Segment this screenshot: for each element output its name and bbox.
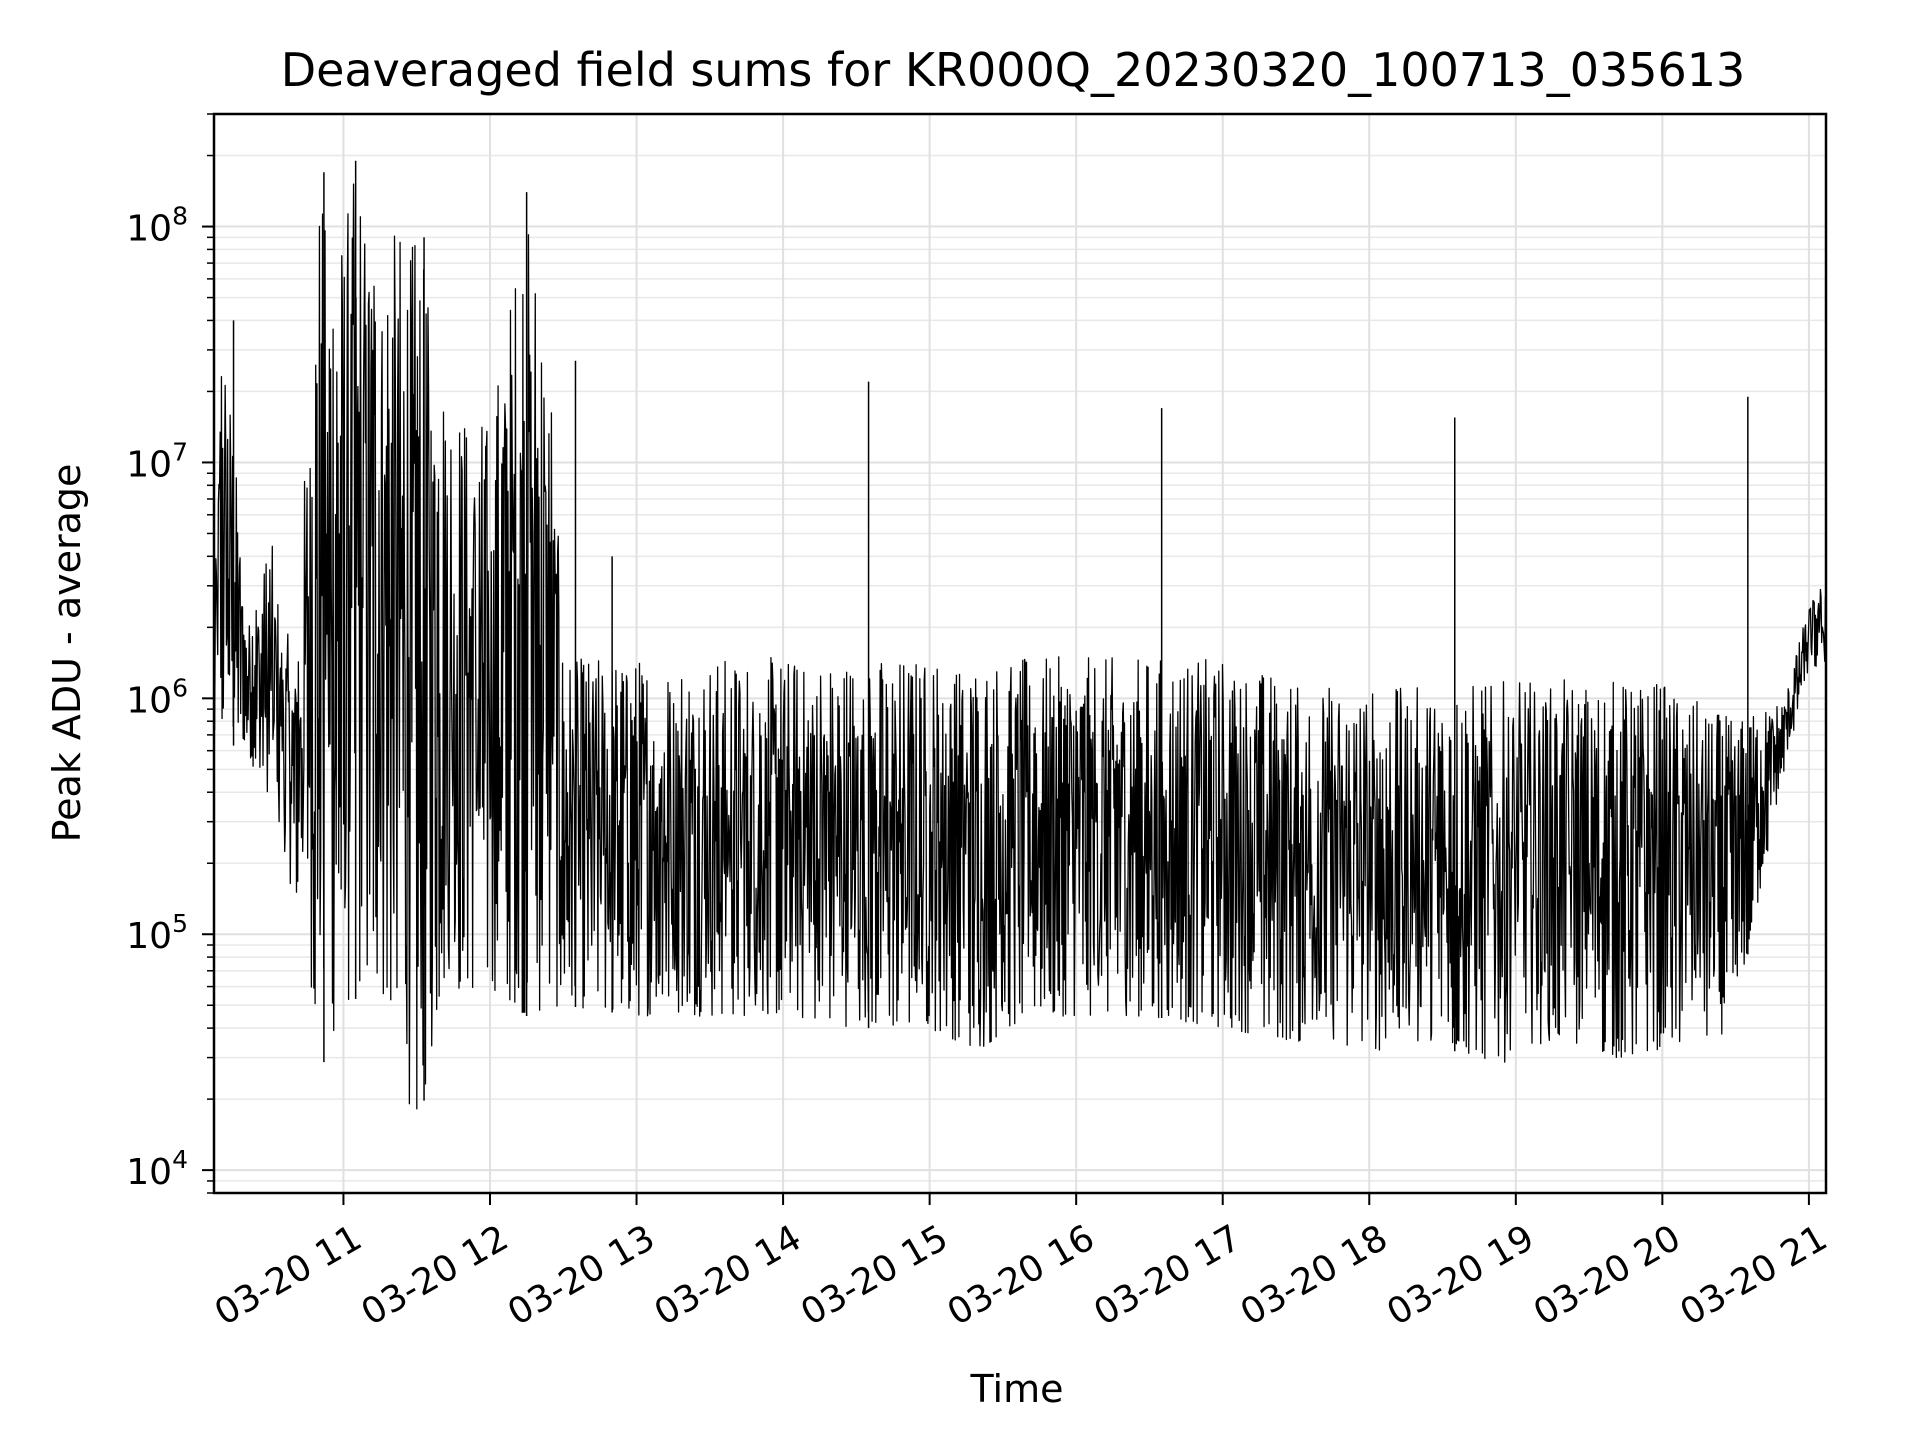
y-tick-label: 106 bbox=[126, 673, 188, 721]
x-axis-label: Time bbox=[970, 1367, 1064, 1411]
plot-frame bbox=[212, 112, 1828, 1195]
series-line bbox=[213, 183, 1827, 1110]
chart-title: Deaveraged field sums for KR000Q_2023032… bbox=[281, 43, 1746, 97]
y-tick-label: 105 bbox=[126, 909, 188, 957]
y-tick-label: 104 bbox=[126, 1145, 188, 1193]
y-tick-label: 108 bbox=[126, 202, 188, 250]
y-axis: 104 105 106 107 108 bbox=[126, 113, 214, 1194]
data-series bbox=[213, 160, 1827, 1110]
y-axis-label: Peak ADU - average bbox=[45, 464, 89, 843]
y-tick-label: 107 bbox=[126, 437, 188, 485]
